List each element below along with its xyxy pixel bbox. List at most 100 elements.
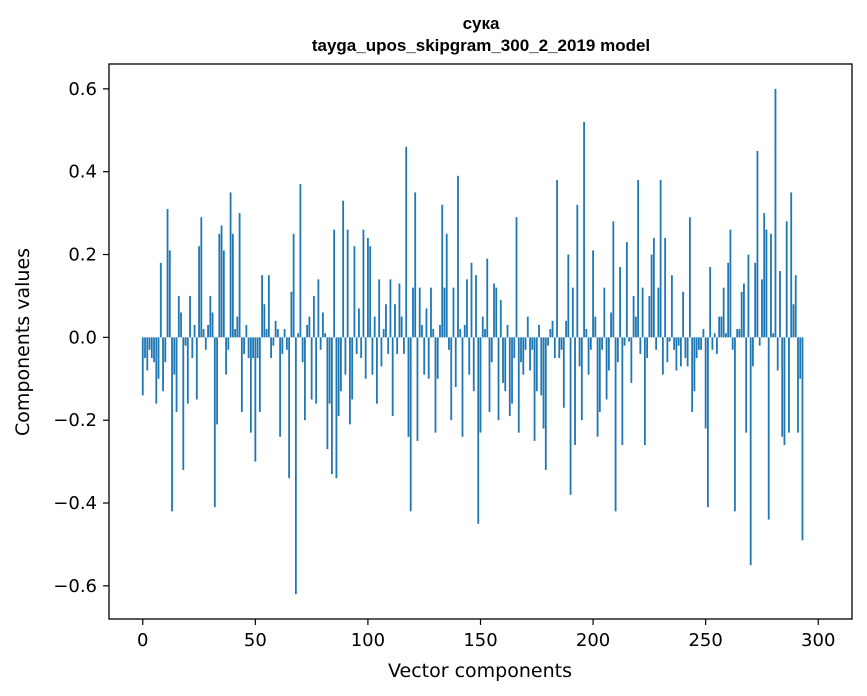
bar (615, 337, 617, 511)
bar (491, 337, 493, 362)
bar (252, 337, 254, 358)
bar (354, 246, 356, 337)
bar (538, 325, 540, 337)
bar (633, 296, 635, 337)
bar (608, 337, 610, 370)
bar (750, 337, 752, 565)
bar (155, 337, 157, 403)
bar (561, 337, 563, 349)
bar (516, 217, 518, 337)
bar (646, 337, 648, 358)
bar (684, 337, 686, 358)
bar (527, 317, 529, 338)
bar (315, 337, 317, 403)
bar (581, 337, 583, 420)
bar (266, 329, 268, 337)
bar (358, 308, 360, 337)
y-axis-ticks: 0.60.40.20.0−0.2−0.4−0.6 (53, 79, 109, 597)
bar (338, 337, 340, 416)
bar (768, 337, 770, 519)
bar (194, 325, 196, 337)
bar (410, 337, 412, 511)
bar (236, 317, 238, 338)
bar (504, 337, 506, 391)
bar (385, 304, 387, 337)
bar (405, 147, 407, 338)
bar (191, 337, 193, 358)
bar (522, 337, 524, 374)
bar (464, 325, 466, 337)
bar (462, 337, 464, 436)
bar (225, 337, 227, 374)
bar (583, 122, 585, 337)
bar (144, 337, 146, 358)
bar (675, 337, 677, 370)
bar (723, 288, 725, 338)
bar (345, 337, 347, 374)
bar (786, 221, 788, 337)
bar (761, 279, 763, 337)
bar (263, 304, 265, 337)
bar (288, 337, 290, 478)
bar (446, 234, 448, 338)
bar (444, 288, 446, 338)
bar (590, 337, 592, 349)
bar (313, 296, 315, 337)
bar (239, 213, 241, 337)
bar (624, 337, 626, 345)
bar (430, 288, 432, 338)
bar (180, 313, 182, 338)
bar (689, 217, 691, 337)
bar (450, 337, 452, 420)
bar (702, 329, 704, 337)
bar (642, 288, 644, 338)
bar (502, 337, 504, 383)
bar (176, 337, 178, 412)
bar (435, 337, 437, 432)
bar (628, 337, 630, 341)
bar (372, 337, 374, 374)
bar (279, 337, 281, 436)
bar (209, 296, 211, 337)
bar (588, 337, 590, 374)
bar (531, 337, 533, 349)
bar (721, 317, 723, 338)
bar (534, 337, 536, 441)
bar (585, 329, 587, 337)
y-tick-label: −0.4 (53, 493, 97, 514)
bar (777, 337, 779, 370)
bar (383, 329, 385, 337)
bar (707, 337, 709, 507)
bar (748, 255, 750, 338)
bar (241, 337, 243, 412)
bar (295, 337, 297, 594)
bar (326, 337, 328, 449)
bar (732, 337, 734, 349)
bar (525, 337, 527, 349)
y-tick-label: 0.6 (68, 79, 97, 100)
bar (716, 337, 718, 354)
bar (507, 325, 509, 337)
bar (554, 337, 556, 358)
bar (790, 192, 792, 337)
bar (250, 337, 252, 432)
bar (218, 234, 220, 338)
bar (709, 267, 711, 337)
bar (245, 325, 247, 337)
bar (417, 337, 419, 441)
bar (336, 337, 338, 478)
bar (556, 180, 558, 337)
bar (281, 337, 283, 354)
bar (169, 250, 171, 337)
x-tick-label: 250 (688, 630, 722, 651)
bar (365, 337, 367, 378)
bar (317, 279, 319, 337)
bar (648, 296, 650, 337)
bar (498, 337, 500, 420)
bar (741, 292, 743, 338)
bar (158, 337, 160, 378)
bar (572, 288, 574, 338)
bar (311, 337, 313, 399)
bar (203, 329, 205, 337)
